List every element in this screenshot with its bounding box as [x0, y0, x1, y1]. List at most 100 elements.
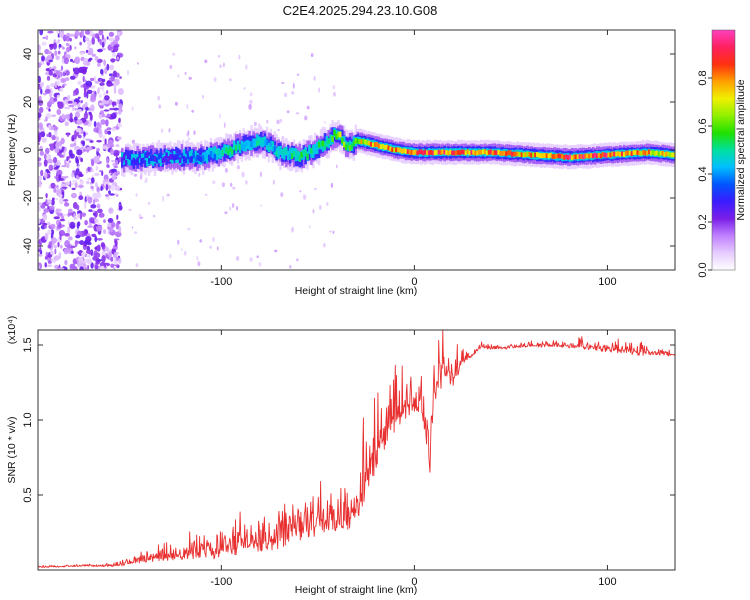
spectrogram-cell: [74, 181, 78, 189]
spectrogram-cell: [53, 187, 57, 193]
spectrogram-cell: [90, 204, 97, 209]
spectrogram-cell: [80, 157, 83, 163]
spectrogram-ridge-cell: [180, 152, 184, 159]
spectrogram-cell: [75, 168, 80, 173]
spectrogram-ridge-cell: [205, 149, 209, 156]
spectrogram-ridge-cell: [265, 140, 269, 150]
spectrogram-ridge-cell: [557, 153, 560, 159]
spectrogram-cell: [326, 201, 329, 207]
spectrogram-ridge-cell: [449, 149, 452, 155]
spectrogram-cell: [109, 226, 114, 233]
spectrogram-cell: [330, 182, 333, 188]
spectrogram-cell: [199, 239, 202, 243]
spectrogram-cell: [295, 258, 299, 262]
spectrogram-cell: [109, 193, 115, 196]
spectrogram-ridge-cell: [339, 131, 342, 138]
spectrogram-ridge-cell: [205, 154, 209, 164]
spectrogram-cell: [133, 231, 138, 234]
spectrogram-cell: [117, 88, 124, 95]
spectrogram-cell: [108, 207, 114, 214]
spectrogram-ridge-cell: [653, 151, 657, 156]
spectrogram-cell: [69, 143, 75, 148]
spectrogram-ridge-cell: [551, 154, 554, 159]
spectrogram-cell: [43, 153, 47, 160]
spectrogram-cell: [76, 119, 83, 125]
spectrogram-ridge-cell: [441, 149, 444, 155]
spectrogram-cell: [116, 194, 119, 197]
spectrogram-ridge-cell: [582, 154, 585, 160]
spectrogram-ridge-cell: [478, 149, 481, 155]
spectrogram-ridge-cell: [290, 153, 294, 159]
spectrogram-ridge-cell: [609, 152, 612, 158]
spectrogram-ridge-cell: [516, 151, 520, 157]
spectrogram-cell: [67, 236, 73, 241]
spectrogram-cell: [140, 216, 144, 219]
spectrogram-cell: [48, 124, 51, 130]
spectrogram-cell: [84, 201, 87, 209]
spectrogram-ridge-cell: [177, 153, 180, 160]
spectrogram-cell: [108, 99, 113, 106]
spectrogram-ridge-cell: [343, 141, 346, 148]
spectrogram-ridge-cell: [634, 150, 637, 155]
spectrogram-ridge-cell: [190, 149, 193, 159]
spectrogram-cell: [86, 146, 93, 151]
spectrogram-ridge-cell: [267, 145, 271, 152]
spectrogram-cell: [38, 161, 42, 167]
snr-ytick-label: 1.0: [22, 412, 34, 427]
spectrogram-cell: [41, 41, 47, 46]
spectrogram-ridge-cell: [285, 148, 288, 155]
spectrogram-cell: [65, 175, 69, 179]
spectrogram-ridge-cell: [590, 153, 593, 158]
spectrogram-cell: [76, 204, 80, 211]
spectrogram-ridge-cell: [416, 150, 419, 156]
spectrogram-cell: [291, 226, 294, 233]
spectrogram-cell: [51, 114, 57, 117]
spectrogram-ridge-cell: [316, 148, 319, 154]
spectrogram-ridge-cell: [252, 139, 255, 146]
spectrogram-ridge-cell: [368, 140, 371, 146]
spectrogram-ridge-cell: [244, 140, 247, 147]
spectrogram-ridge-cell: [621, 151, 624, 157]
spectrogram-ridge-cell: [387, 145, 390, 151]
spectrogram-ridge-cell: [646, 150, 649, 156]
spectrogram-ridge-cell: [325, 135, 329, 146]
spectrogram-cell: [68, 160, 72, 164]
spectrogram-ridge-cell: [476, 150, 479, 156]
spectrogram-cell: [108, 251, 112, 259]
spectrogram-cell: [49, 145, 55, 151]
spectrogram-cell: [75, 156, 78, 164]
spectrogram-cell: [115, 256, 120, 261]
spectrogram-cell: [95, 165, 99, 171]
spectrogram-ridge-cell: [669, 152, 672, 158]
spectrogram-ridge-cell: [485, 150, 489, 156]
spectrogram-ridge-cell: [207, 154, 211, 161]
spectrogram-cell: [79, 266, 84, 270]
spectrogram-cell: [235, 256, 240, 261]
spectrogram-cell: [204, 59, 208, 64]
spectrogram-ridge-cell: [258, 138, 261, 145]
spectrogram-cell: [274, 249, 278, 253]
spectrogram-ridge-cell: [236, 141, 240, 148]
spectrogram-cell: [51, 199, 55, 206]
spectrogram-cell: [57, 213, 63, 217]
spectrogram-ridge-cell: [619, 151, 622, 157]
spectrogram-cell: [96, 238, 103, 241]
spectrogram-cell: [187, 130, 190, 136]
spectrogram-ridge-cell: [221, 149, 224, 156]
spectrogram-ridge-cell: [636, 150, 639, 156]
spectrogram-cell: [38, 50, 42, 54]
spectrogram-cell: [61, 186, 68, 189]
spectrogram-xtick-label: 100: [598, 276, 616, 288]
spectrogram-cell: [61, 113, 65, 120]
spectrogram-cell: [85, 236, 92, 242]
spectrogram-cell: [213, 77, 217, 82]
spectrogram-cell: [75, 127, 82, 133]
spectrogram-ridge-cell: [314, 143, 317, 150]
spectrogram-ridge-cell: [312, 148, 315, 158]
snr-background: [38, 330, 675, 570]
snr-ytick-label: 1.5: [22, 337, 34, 352]
spectrogram-cell: [99, 82, 105, 87]
spectrogram-cell: [284, 92, 288, 98]
spectrogram-ridge-cell: [321, 142, 325, 152]
spectrogram-cell: [38, 122, 43, 130]
